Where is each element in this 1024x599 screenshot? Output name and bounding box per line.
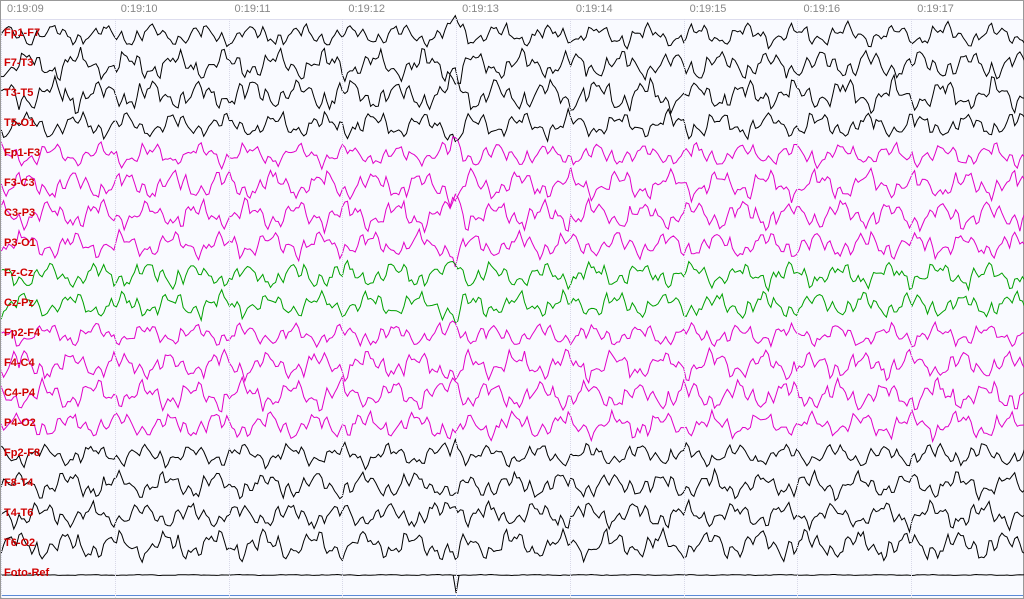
time-label: 0:19:15	[690, 3, 727, 15]
trace-f4-c4	[1, 348, 1024, 383]
time-gridline	[684, 19, 685, 598]
time-gridline	[797, 19, 798, 598]
trace-f3-c3	[1, 167, 1024, 206]
channel-label-cz-pz: Cz-Pz	[3, 297, 35, 309]
eeg-viewer: 0:19:09 0:19:10 0:19:11 0:19:12 0:19:13 0:19:…	[0, 0, 1024, 599]
trace-fp2-f4	[1, 321, 1024, 347]
channel-label-fz-cz: Fz-Cz	[3, 267, 34, 279]
time-label: 0:19:17	[917, 3, 954, 15]
time-gridline	[456, 19, 457, 598]
time-gridline	[570, 19, 571, 598]
time-gridline	[911, 19, 912, 598]
time-label: 0:19:10	[121, 3, 158, 15]
time-label: 0:19:16	[803, 3, 840, 15]
time-gridline	[1, 19, 2, 598]
channel-label-t4-t6: T4-T6	[3, 507, 34, 519]
trace-t4-t6	[1, 500, 1024, 532]
channel-label-f4-c4: F4-C4	[3, 357, 36, 369]
trace-fz-cz	[1, 261, 1024, 291]
trace-cz-pz	[1, 290, 1024, 323]
trace-t5-o1	[1, 109, 1024, 142]
channel-label-fp1-f3: Fp1-F3	[3, 147, 41, 159]
channel-label-t5-o1: T5-O1	[3, 117, 36, 129]
trace-fp1-f7	[1, 16, 1024, 49]
channel-label-t6-o2: T6-O2	[3, 537, 36, 549]
trace-p3-o1	[1, 229, 1024, 267]
trace-t6-o2	[1, 528, 1024, 562]
eeg-traces-svg	[1, 1, 1024, 599]
time-gridline	[115, 19, 116, 598]
channel-label-c3-p3: C3-P3	[3, 207, 36, 219]
time-gridline	[342, 19, 343, 598]
trace-foto-ref	[1, 575, 1024, 576]
channel-label-f7-t3: F7-T3	[3, 57, 34, 69]
time-label: 0:19:12	[348, 3, 385, 15]
channel-label-p4-o2: P4-O2	[3, 417, 37, 429]
channel-label-fp1-f7: Fp1-F7	[3, 27, 41, 39]
trace-fp1-f3	[1, 137, 1024, 169]
channel-label-f8-t4: F8-T4	[3, 477, 34, 489]
time-label: 0:19:13	[462, 3, 499, 15]
time-label: 0:19:09	[7, 3, 44, 15]
channel-label-foto-ref: Foto-Ref	[3, 567, 50, 579]
trace-f8-t4	[1, 469, 1024, 500]
time-gridline	[229, 19, 230, 598]
time-label: 0:19:11	[235, 3, 271, 15]
bottom-scrollbar-track[interactable]	[1, 595, 1023, 596]
channel-label-t3-t5: T3-T5	[3, 87, 34, 99]
channel-label-fp2-f8: Fp2-F8	[3, 447, 41, 459]
time-label: 0:19:14	[576, 3, 613, 15]
trace-c3-p3	[1, 194, 1024, 233]
channel-label-p3-o1: P3-O1	[3, 237, 37, 249]
trace-f7-t3	[1, 47, 1024, 84]
channel-label-fp2-f4: Fp2-F4	[3, 327, 41, 339]
trace-c4-p4	[1, 377, 1024, 412]
channel-label-c4-p4: C4-P4	[3, 387, 36, 399]
trace-p4-o2	[1, 410, 1024, 441]
trace-fp2-f8	[1, 440, 1024, 470]
trace-t3-t5	[1, 68, 1024, 114]
channel-label-f3-c3: F3-C3	[3, 177, 36, 189]
